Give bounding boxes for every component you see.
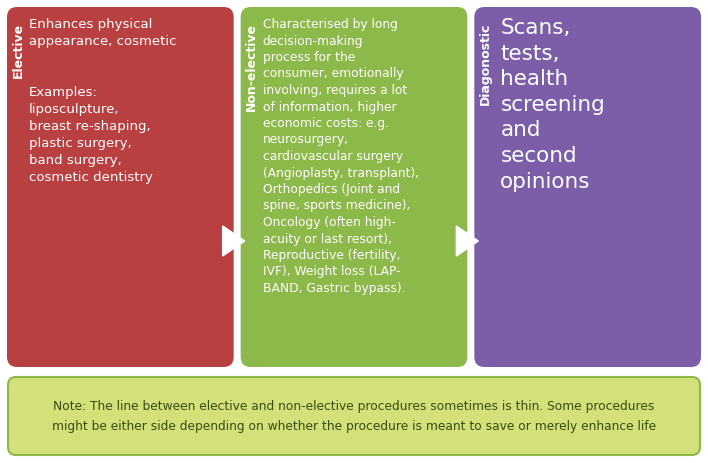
Text: Characterised by long
decision-making
process for the
consumer, emotionally
invo: Characterised by long decision-making pr… — [263, 18, 419, 294]
Text: Enhances physical
appearance, cosmetic


Examples:
liposculpture,
breast re-shap: Enhances physical appearance, cosmetic E… — [29, 18, 176, 184]
Text: Note: The line between elective and non-elective procedures sometimes is thin. S: Note: The line between elective and non-… — [52, 400, 656, 432]
FancyBboxPatch shape — [241, 8, 467, 367]
Polygon shape — [223, 226, 245, 257]
Text: Elective: Elective — [11, 23, 25, 78]
Text: Scans,
tests,
health
screening
and
second
opinions: Scans, tests, health screening and secon… — [501, 18, 605, 191]
Text: Non-elective: Non-elective — [245, 23, 258, 111]
Polygon shape — [457, 226, 479, 257]
FancyBboxPatch shape — [8, 377, 700, 455]
FancyBboxPatch shape — [474, 8, 701, 367]
Text: Diagonostic: Diagonostic — [479, 23, 492, 105]
FancyBboxPatch shape — [7, 8, 234, 367]
